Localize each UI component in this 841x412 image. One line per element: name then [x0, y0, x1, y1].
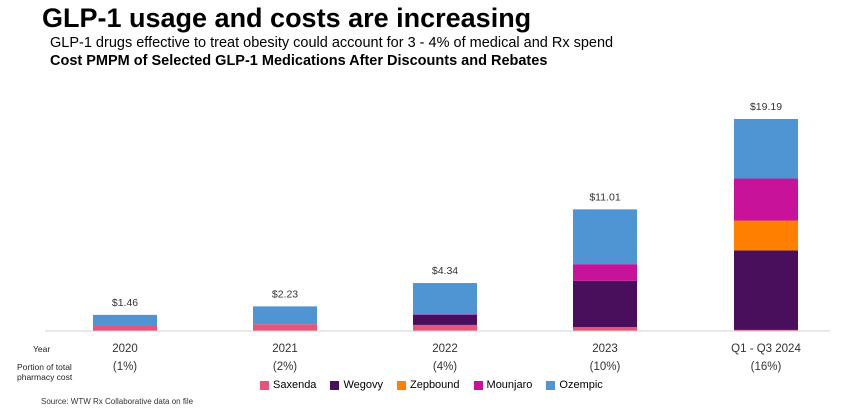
total-label-2021: $2.23	[272, 288, 298, 300]
legend-item-zepbound: Zepbound	[396, 379, 460, 391]
bar-segment-ozempic-2022	[413, 283, 477, 315]
bar-segment-saxenda-2021	[253, 324, 317, 331]
legend-item-ozempic: Ozempic	[546, 379, 603, 391]
legend-swatch-ozempic	[546, 380, 556, 390]
labels-layer: $1.46 2020 (1%) $2.23 2021 (2%) $4.34 2022 (4%) $…	[112, 101, 802, 373]
bar-segment-ozempic-q1-q3-2024	[734, 119, 798, 179]
category-label-2021: 2021	[272, 343, 298, 355]
legend-swatch-wegovy	[330, 380, 340, 390]
bar-segment-saxenda-2020	[93, 326, 157, 331]
portion-label-2021: (2%)	[273, 361, 297, 373]
chart-title: Cost PMPM of Selected GLP-1 Medications …	[50, 53, 548, 69]
portion-label-2020: (1%)	[113, 361, 137, 373]
bar-segment-ozempic-2021	[253, 306, 317, 325]
page-subtitle: GLP-1 drugs effective to treat obesity c…	[50, 35, 614, 51]
legend-item-wegovy: Wegovy	[330, 379, 383, 391]
legend-label-wegovy: Wegovy	[343, 379, 383, 391]
legend-item-mounjaro: Mounjaro	[473, 379, 533, 391]
total-label-q1-q3-2024: $19.19	[750, 101, 782, 113]
bar-segment-mounjaro-2023	[573, 264, 637, 281]
portion-label-2023: (10%)	[590, 361, 621, 373]
legend-swatch-mounjaro	[473, 380, 483, 390]
portion-label-q1-q3-2024: (16%)	[751, 361, 782, 373]
portion-row-label-line2: pharmacy cost	[17, 372, 73, 382]
legend-item-saxenda: Saxenda	[260, 379, 316, 391]
category-label-2023: 2023	[592, 343, 618, 355]
source-note: Source: WTW Rx Collaborative data on fil…	[41, 397, 194, 406]
legend-swatch-saxenda	[260, 380, 269, 390]
bar-segment-mounjaro-q1-q3-2024	[734, 178, 798, 221]
legend-swatch-zepbound	[396, 380, 406, 390]
bar-segment-mounjaro-2022	[413, 314, 477, 315]
bar-segment-wegovy-2022	[413, 314, 477, 325]
legend-label-ozempic: Ozempic	[559, 379, 603, 391]
category-label-2020: 2020	[112, 343, 138, 355]
legend-label-saxenda: Saxenda	[273, 379, 317, 391]
legend-label-zepbound: Zepbound	[409, 379, 460, 391]
bars-layer	[93, 119, 798, 331]
total-label-2023: $11.01	[589, 191, 620, 203]
total-label-2022: $4.34	[432, 265, 458, 277]
year-row-label: Year	[33, 344, 51, 354]
page-title: GLP-1 usage and costs are increasing	[42, 3, 532, 33]
bar-segment-ozempic-2020	[93, 314, 157, 327]
bar-segment-wegovy-2023	[573, 280, 637, 328]
portion-row-label-line1: Portion of total	[17, 362, 72, 372]
bar-segment-saxenda-q1-q3-2024	[734, 329, 798, 331]
portion-label-2022: (4%)	[433, 361, 457, 373]
bar-segment-saxenda-2022	[413, 324, 477, 331]
category-label-q1-q3-2024: Q1 - Q3 2024	[731, 343, 801, 355]
bar-segment-ozempic-2023	[573, 209, 637, 265]
bar-segment-zepbound-q1-q3-2024	[734, 220, 798, 251]
category-label-2022: 2022	[432, 343, 458, 355]
legend-label-mounjaro: Mounjaro	[486, 379, 533, 391]
total-label-2020: $1.46	[112, 297, 138, 309]
chart-legend: Saxenda Wegovy Zepbound Mounjaro Ozempic	[260, 379, 603, 391]
bar-segment-saxenda-2023	[573, 327, 637, 331]
bar-segment-wegovy-q1-q3-2024	[734, 250, 798, 330]
